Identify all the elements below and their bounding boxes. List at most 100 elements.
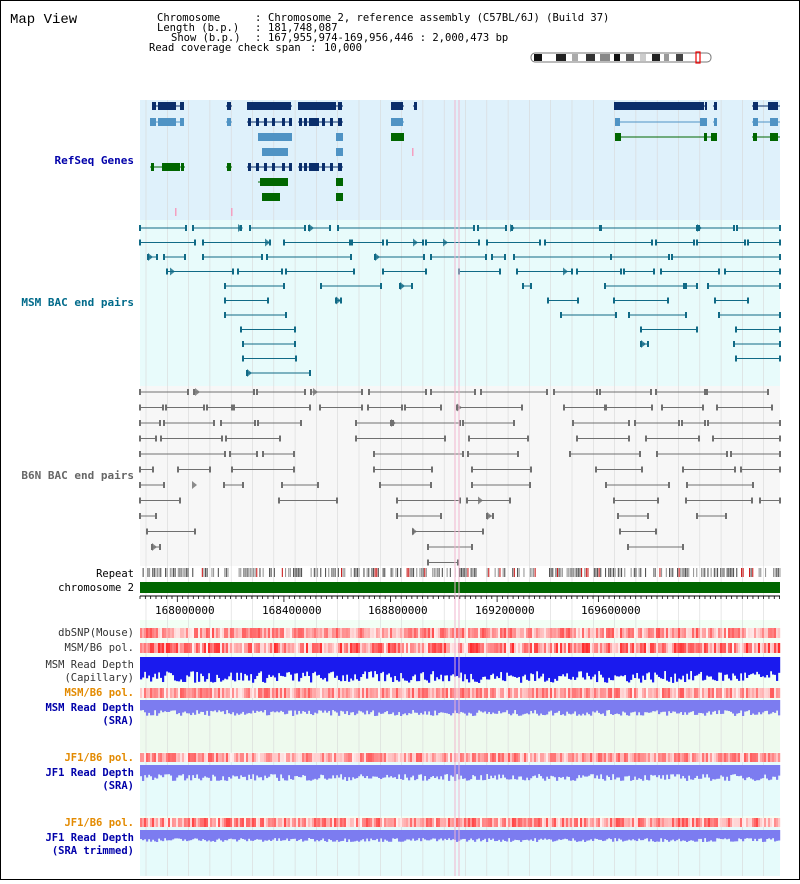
refseq-genes-track[interactable] (150, 102, 780, 216)
depth-bar (176, 830, 179, 839)
repeat-track[interactable] (142, 568, 781, 577)
depth-bar (604, 700, 607, 716)
pol-cell (620, 818, 623, 827)
pol-cell (482, 643, 485, 653)
pol-cell (466, 688, 469, 698)
depth-bar (700, 700, 703, 714)
depth-bar (374, 765, 377, 777)
pol-cell (658, 628, 661, 638)
depth-bar (210, 765, 213, 781)
depth-bar (626, 830, 629, 841)
pol-cell (734, 818, 737, 827)
pol-cell (626, 818, 629, 827)
bac-end (641, 466, 643, 473)
depth-bar (664, 830, 667, 840)
bac-end (185, 225, 187, 231)
msm-bac-track[interactable] (139, 224, 781, 377)
depth-bar (444, 657, 447, 676)
depth-bar (254, 700, 257, 713)
pol-cell (360, 688, 363, 698)
depth-bar (188, 765, 191, 776)
pol-cell (142, 643, 145, 653)
pol-cell (772, 753, 775, 762)
depth-bar (500, 700, 503, 714)
depth-bar (760, 830, 763, 839)
pol-cell (640, 643, 643, 653)
pol-cell (570, 753, 573, 762)
polymorphism-heat-tracks[interactable] (140, 628, 781, 827)
depth-bar (452, 700, 455, 714)
depth-bar (520, 657, 523, 683)
bac-end (139, 451, 141, 457)
depth-bar (634, 765, 637, 777)
repeat-element (598, 568, 600, 577)
depth-bar (236, 657, 239, 673)
pol-cell (256, 643, 259, 653)
depth-bar (734, 830, 737, 842)
depth-bar (762, 657, 765, 677)
depth-bar (622, 657, 625, 677)
pol-cell (604, 688, 607, 698)
pol-cell (268, 643, 271, 653)
pol-cell (526, 818, 529, 827)
depth-bar (324, 765, 327, 779)
span-value: 10,000 (324, 42, 362, 54)
bac-end (779, 268, 781, 275)
bac-end (466, 497, 468, 504)
repeat-element (461, 568, 463, 577)
pol-cell (460, 818, 463, 827)
depth-bar (602, 657, 605, 678)
depth-bar (410, 700, 413, 714)
depth-bar (560, 765, 563, 778)
pol-cell (446, 688, 449, 698)
pol-cell (424, 818, 427, 827)
pol-cell (236, 628, 239, 638)
bac-end (194, 528, 196, 535)
depth-bar (228, 765, 231, 777)
pol-cell (338, 688, 341, 698)
depth-bar (488, 657, 491, 680)
depth-bar (774, 700, 777, 713)
depth-bar (518, 765, 521, 777)
pol-cell (420, 688, 423, 698)
pol-cell (776, 643, 779, 653)
pol-cell (328, 628, 331, 638)
repeat-element (497, 568, 499, 577)
depth-bar (494, 700, 497, 714)
bac-end (351, 239, 353, 246)
depth-bar (150, 700, 153, 716)
chromosome-ideogram[interactable] (530, 51, 712, 64)
depth-bar (476, 700, 479, 713)
pol-cell (370, 753, 373, 762)
pol-cell (450, 688, 453, 698)
depth-bar (774, 657, 777, 675)
depth-bar (622, 700, 625, 712)
read-depth-tracks[interactable] (140, 657, 781, 842)
depth-bar (598, 765, 601, 779)
pol-cell (598, 628, 601, 638)
depth-bar (358, 765, 361, 777)
pol-cell (344, 688, 347, 698)
b6n-bac-track[interactable] (139, 388, 781, 566)
depth-bar (182, 700, 185, 713)
depth-bar (460, 657, 463, 673)
depth-bar (328, 700, 331, 711)
bac-end (422, 239, 424, 246)
pol-cell (326, 628, 329, 638)
depth-bar (612, 830, 615, 842)
pol-cell (172, 628, 175, 638)
gene-exon (391, 118, 403, 126)
repeat-element (773, 568, 775, 577)
depth-bar (396, 657, 399, 681)
pol-cell (508, 753, 511, 762)
bac-end (427, 544, 429, 550)
pol-cell (270, 688, 273, 698)
pol-cell (274, 753, 277, 762)
depth-bar (372, 700, 375, 711)
depth-bar (558, 830, 561, 840)
chromosome-bar[interactable] (140, 582, 780, 593)
pol-cell (612, 628, 615, 638)
pol-cell (488, 688, 491, 698)
repeat-element (729, 568, 731, 577)
